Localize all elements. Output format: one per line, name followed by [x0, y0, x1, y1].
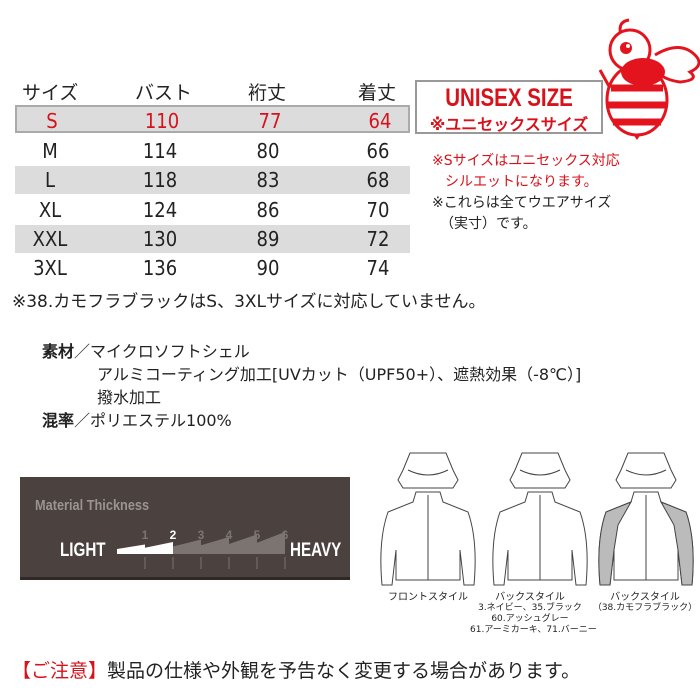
table-row: 3XL 136 90 74 — [15, 254, 410, 282]
note-4: （実寸）です。 — [440, 216, 537, 232]
jacket-back — [492, 452, 588, 586]
cell: 83 — [256, 168, 280, 192]
table-note: ※38.カモフラブラックはS、3XLサイズに対応していません。 — [12, 292, 486, 312]
material-label: 素材 — [42, 342, 75, 361]
cell: 136 — [142, 256, 178, 280]
thickness-segment — [173, 539, 201, 554]
cell: 3XL — [33, 256, 67, 280]
thickness-segment — [145, 542, 173, 554]
cell: L — [44, 168, 56, 192]
cell: 110 — [144, 109, 180, 133]
table-row: M 114 80 66 — [15, 137, 410, 165]
back-colors-3: 61.アーミカーキ、71.バーニー — [470, 625, 597, 635]
material-line-2: アルミコーティング加工[UVカット（UPF50+）、遮熱効果（-8℃）] — [97, 365, 582, 384]
cell: 114 — [142, 139, 178, 163]
thickness-segment — [117, 544, 145, 554]
footer-caution-text: 製品の仕様や外観を予告なく変更する場合があります。 — [107, 660, 581, 682]
col-header-bust: バスト — [135, 82, 193, 104]
cell: XL — [38, 198, 62, 222]
unisex-title: UNISEX SIZE — [445, 84, 573, 112]
front-caption: フロントスタイル — [388, 592, 468, 603]
col-header-length: 着丈 — [358, 82, 397, 104]
cell: 118 — [142, 168, 178, 192]
jacket-illustrations — [380, 452, 694, 586]
col-header-size: サイズ — [22, 82, 79, 104]
note-3: ※これらは全てウエアサイズ — [432, 195, 612, 211]
thickness-title: Material Thickness — [35, 497, 150, 514]
heavy-label: HEAVY — [290, 540, 342, 561]
cell: XXL — [32, 227, 68, 251]
back-caption: バックスタイル — [495, 592, 565, 603]
cell: 72 — [366, 227, 390, 251]
jacket-front — [380, 452, 476, 586]
cell: 86 — [256, 198, 280, 222]
back2-caption: バックスタイル — [610, 592, 680, 603]
cell: 90 — [256, 256, 280, 280]
back-colors-1: 3.ネイビー、35.ブラック — [478, 603, 582, 613]
cell: S — [46, 109, 58, 133]
footer-text: 【ご注意】製品の仕様や外観を予告なく変更する場合があります。 — [12, 660, 580, 682]
cell: 64 — [368, 109, 392, 133]
cell: 89 — [256, 227, 280, 251]
table-row: XL 124 86 70 — [15, 196, 410, 224]
cell: 130 — [142, 227, 178, 251]
light-label: LIGHT — [60, 540, 106, 561]
cell: 68 — [366, 168, 390, 192]
thickness-label: 5 — [254, 528, 261, 542]
table-row: L 118 83 68 — [15, 166, 410, 194]
jacket-back-camo — [598, 452, 694, 586]
thickness-segment — [201, 537, 229, 554]
thickness-label: 1 — [142, 528, 149, 542]
material-value: ／マイクロソフトシェル — [74, 342, 250, 361]
back-colors-2: 60.アッシュグレー — [491, 614, 569, 624]
footer-caution-label: 【ご注意】 — [12, 660, 108, 682]
note-red-2: シルエットになります。 — [445, 174, 598, 190]
material-thickness-panel: Material Thickness LIGHT HEAVY 1 2 3 4 5 6 — [20, 477, 350, 580]
cell: 124 — [142, 198, 178, 222]
unisex-subtitle: ※ユニセックスサイズ — [429, 115, 589, 134]
blend-label: 混率 — [42, 411, 75, 430]
thickness-segment — [257, 532, 285, 554]
thickness-label: 2 — [170, 528, 177, 542]
cell: 74 — [366, 256, 390, 280]
col-header-sleeve: 裄丈 — [248, 82, 287, 104]
cell: 66 — [366, 139, 390, 163]
table-row: XXL 130 89 72 — [15, 225, 410, 253]
thickness-scale: 1 2 3 4 5 6 — [117, 528, 289, 569]
thickness-label: 4 — [226, 528, 233, 542]
cell: M — [42, 139, 58, 163]
blend-value: ／ポリエステル100% — [74, 411, 232, 430]
thickness-segment — [229, 534, 257, 554]
note-red-1: ※Sサイズはユニセックス対応 — [432, 153, 620, 169]
bee-mascot-logo — [598, 18, 700, 140]
table-row: S 110 77 64 — [15, 105, 410, 133]
blend-line: 混率／ポリエステル100% — [42, 407, 232, 431]
material-line-3: 撥水加工 — [97, 388, 162, 407]
back2-colors: （38.カモフラブラック） — [592, 603, 698, 613]
cell: 77 — [258, 109, 282, 133]
cell: 80 — [256, 139, 280, 163]
cell: 70 — [366, 198, 390, 222]
thickness-label: 6 — [282, 528, 289, 542]
material-line-1: 素材／マイクロソフトシェル — [42, 338, 250, 362]
footer-notice: 【ご注意】製品の仕様や外観を予告なく変更する場合があります。 — [12, 656, 580, 683]
thickness-label: 3 — [198, 528, 205, 542]
unisex-size-badge: UNISEX SIZE ※ユニセックスサイズ — [415, 80, 603, 134]
